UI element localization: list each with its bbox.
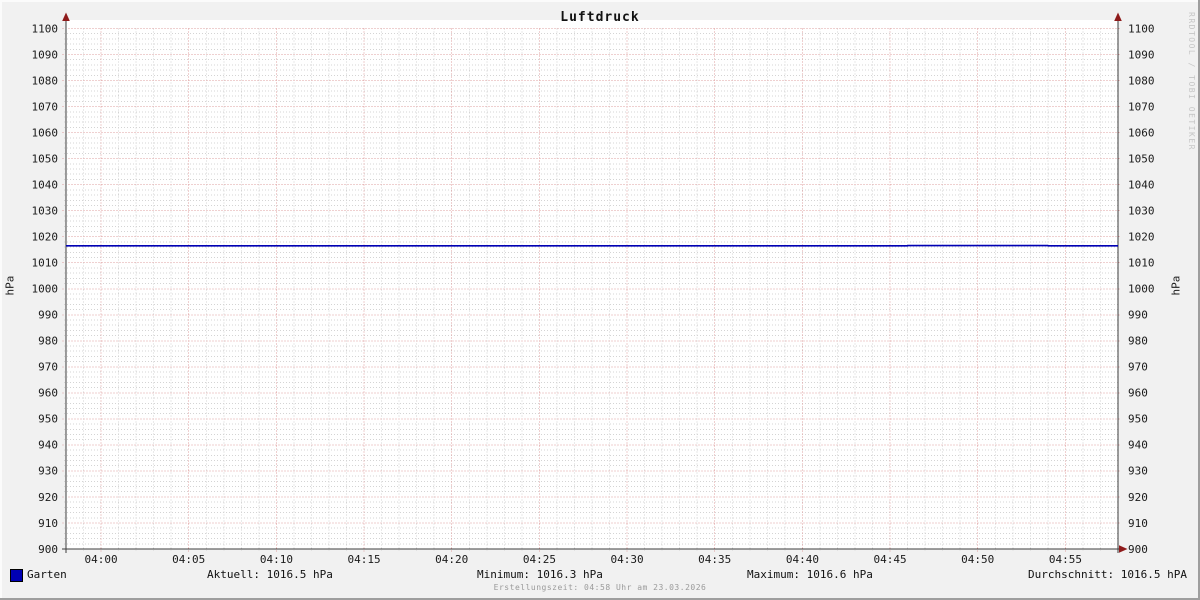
y-tick-label-right: 910 (1128, 517, 1148, 530)
y-tick-label-left: 1040 (32, 178, 59, 191)
x-tick-label: 04:45 (874, 553, 907, 566)
y-tick-label-right: 1070 (1128, 100, 1155, 113)
y-tick-label-right: 1090 (1128, 48, 1155, 61)
y-tick-label-left: 1000 (32, 283, 59, 296)
y-tick-label-left: 930 (38, 465, 58, 478)
y-tick-label-left: 1080 (32, 74, 59, 87)
y-tick-label-right: 950 (1128, 413, 1148, 426)
y-tick-label-left: 900 (38, 543, 58, 556)
y-tick-label-right: 1040 (1128, 178, 1155, 191)
y-tick-label-right: 960 (1128, 387, 1148, 400)
y-axis-unit-right: hPa (1169, 22, 1183, 549)
rrdtool-watermark: RRDTOOL / TOBI OETIKER (1187, 12, 1196, 151)
y-tick-label-left: 990 (38, 309, 58, 322)
y-tick-label-right: 900 (1128, 543, 1148, 556)
y-tick-label-right: 970 (1128, 361, 1148, 374)
y-tick-label-right: 980 (1128, 335, 1148, 348)
y-tick-label-right: 1020 (1128, 231, 1155, 244)
y-axis-unit-right-label: hPa (1169, 275, 1183, 296)
y-tick-label-left: 1050 (32, 152, 59, 165)
y-axis-unit-left-label: hPa (3, 275, 17, 296)
legend-series-name: Garten (27, 568, 67, 581)
axis-arrows (62, 12, 1128, 553)
y-tick-label-left: 910 (38, 517, 58, 530)
x-tick-label: 04:55 (1049, 553, 1082, 566)
minor-gridlines (64, 28, 1120, 551)
y-tick-label-right: 1000 (1128, 283, 1155, 296)
y-tick-label-left: 1010 (32, 257, 59, 270)
legend-average-value: Durchschnitt: 1016.5 hPA (1028, 568, 1187, 581)
x-tick-label: 04:20 (435, 553, 468, 566)
creation-timestamp: Erstellungszeit: 04:58 Uhr am 23.03.2026 (493, 583, 707, 592)
x-tick-label: 04:50 (961, 553, 994, 566)
legend-minimum-value: Minimum: 1016.3 hPa (477, 568, 603, 581)
y-tick-label-left: 1090 (32, 48, 59, 61)
legend-current-value: Aktuell: 1016.5 hPa (207, 568, 333, 581)
axes (62, 20, 1122, 553)
x-tick-label: 04:40 (786, 553, 819, 566)
x-tick-label: 04:25 (523, 553, 556, 566)
y-tick-label-left: 1060 (32, 126, 59, 139)
x-tick-label: 04:30 (611, 553, 644, 566)
y-tick-label-left: 980 (38, 335, 58, 348)
y-tick-label-left: 940 (38, 439, 58, 452)
y-tick-label-left: 1030 (32, 204, 59, 217)
y-tick-label-right: 1010 (1128, 257, 1155, 270)
y-tick-label-right: 930 (1128, 465, 1148, 478)
y-tick-label-left: 970 (38, 361, 58, 374)
y-tick-label-left: 950 (38, 413, 58, 426)
x-tick-label: 04:15 (348, 553, 381, 566)
y-axis-unit-left: hPa (3, 22, 17, 549)
chart-title: Luftdruck (560, 10, 640, 25)
y-tick-label-right: 1050 (1128, 152, 1155, 165)
y-tick-label-right: 1080 (1128, 74, 1155, 87)
y-tick-label-left: 960 (38, 387, 58, 400)
y-tick-label-right: 1060 (1128, 126, 1155, 139)
y-tick-label-left: 1070 (32, 100, 59, 113)
y-tick-label-left: 1100 (32, 22, 59, 35)
y-tick-label-right: 990 (1128, 309, 1148, 322)
y-tick-label-right: 920 (1128, 491, 1148, 504)
legend-maximum-value: Maximum: 1016.6 hPa (747, 568, 873, 581)
y-tick-label-right: 1100 (1128, 22, 1155, 35)
x-tick-label: 04:05 (172, 553, 205, 566)
major-gridlines (62, 28, 1122, 553)
x-tick-label: 04:10 (260, 553, 293, 566)
x-tick-label: 04:00 (85, 553, 118, 566)
tick-labels: 900 900 910 910 920 920 930 930 940 940 950 950 960 9… (32, 22, 1155, 566)
y-tick-label-left: 1020 (32, 231, 59, 244)
y-tick-label-right: 940 (1128, 439, 1148, 452)
y-tick-label-left: 920 (38, 491, 58, 504)
legend-color-swatch (10, 569, 23, 582)
y-tick-label-right: 1030 (1128, 204, 1155, 217)
x-tick-label: 04:35 (698, 553, 731, 566)
